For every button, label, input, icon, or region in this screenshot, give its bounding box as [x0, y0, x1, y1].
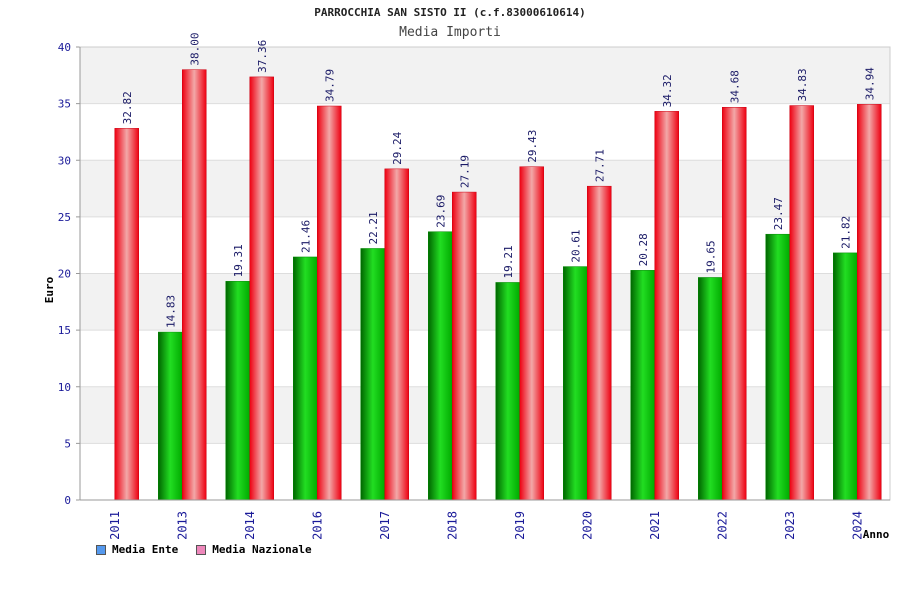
- x-tick-label: 2021: [648, 511, 662, 540]
- plot-band: [80, 273, 890, 331]
- y-tick-label: 30: [58, 154, 71, 167]
- data-label-media-nazionale: 27.19: [458, 155, 471, 188]
- data-label-media-ente: 19.65: [704, 240, 717, 273]
- data-label-media-ente: 19.31: [232, 244, 245, 277]
- bar-media-ente: [630, 270, 655, 501]
- data-label-media-ente: 23.69: [434, 195, 447, 228]
- y-axis-label: Euro: [43, 276, 56, 303]
- x-tick-label: 2020: [580, 511, 594, 540]
- bar-media-ente: [225, 281, 250, 501]
- bar-media-ente: [293, 256, 318, 501]
- bar-media-nazionale: [587, 185, 612, 501]
- gridlines: [80, 46, 890, 501]
- data-label-media-ente: 19.21: [502, 245, 515, 278]
- x-tick-label: 2022: [715, 511, 729, 540]
- bar-media-ente: [765, 233, 790, 501]
- chart-title: PARROCCHIA SAN SISTO II (c.f.83000610614…: [314, 6, 586, 19]
- bar-media-nazionale: [249, 76, 274, 501]
- data-label-media-nazionale: 32.82: [121, 91, 134, 124]
- bar-media-nazionale: [114, 128, 139, 501]
- y-tick-label: 0: [64, 494, 71, 507]
- bar-media-ente: [698, 277, 723, 501]
- bar-media-nazionale: [654, 111, 679, 501]
- data-label-media-ente: 21.82: [839, 216, 852, 249]
- data-label-media-ente: 20.28: [637, 233, 650, 266]
- plot-band: [80, 330, 890, 387]
- data-label-media-nazionale: 34.79: [323, 69, 336, 102]
- x-tick-label: 2017: [378, 511, 392, 540]
- plot-band: [80, 47, 890, 104]
- bar-media-ente: [563, 266, 588, 501]
- y-tick-label: 10: [58, 381, 71, 394]
- data-label-media-ente: 20.61: [569, 229, 582, 262]
- bars: [114, 69, 882, 501]
- plot-band: [80, 443, 890, 500]
- bar-media-nazionale: [789, 105, 814, 501]
- y-tick-label: 5: [64, 437, 71, 450]
- bar-media-nazionale: [182, 69, 207, 501]
- bar-media-nazionale: [452, 191, 477, 501]
- x-tick-label: 2016: [310, 511, 324, 540]
- plot-band: [80, 386, 890, 444]
- axes: 0 5 10 15 20 25 30 35 40 2011 2013 2014 2016 2017 2018…: [58, 41, 891, 540]
- y-tick-label: 15: [58, 324, 71, 337]
- x-axis-label: Anno: [863, 528, 890, 541]
- bar-media-ente: [428, 231, 453, 501]
- data-label-media-ente: 22.21: [367, 211, 380, 244]
- data-label-media-ente: 14.83: [164, 295, 177, 328]
- bar-media-nazionale: [384, 168, 409, 501]
- data-label-media-ente: 23.47: [772, 197, 785, 230]
- bar-media-nazionale: [857, 104, 882, 501]
- legend-item-nazionale: Media Nazionale: [196, 543, 312, 556]
- legend-label-ente: Media Ente: [112, 543, 179, 556]
- data-label-media-nazionale: 29.24: [391, 131, 404, 164]
- legend-item-ente: Media Ente: [96, 543, 178, 556]
- data-labels: 32.82 14.83 38.00 19.31 37.36 21.46 34.79 22.21…: [121, 33, 877, 329]
- y-tick-label: 40: [58, 41, 71, 54]
- bar-media-nazionale: [722, 106, 747, 501]
- bar-media-ente: [158, 331, 183, 501]
- plot-band: [80, 103, 890, 161]
- bar-media-ente: [360, 248, 385, 501]
- data-label-media-nazionale: 27.71: [593, 149, 606, 182]
- plot-band: [80, 216, 890, 274]
- data-label-media-ente: 21.46: [299, 220, 312, 253]
- legend: Media Ente Media Nazionale: [96, 543, 312, 556]
- data-label-media-nazionale: 38.00: [188, 33, 201, 66]
- bar-media-ente: [495, 282, 520, 501]
- x-tick-label: 2019: [513, 511, 527, 540]
- data-label-media-nazionale: 34.68: [728, 70, 741, 103]
- legend-label-nazionale: Media Nazionale: [212, 543, 312, 556]
- chart-subtitle: Media Importi: [399, 25, 501, 40]
- y-tick-label: 35: [58, 98, 71, 111]
- data-label-media-nazionale: 29.43: [526, 130, 539, 163]
- plot-band: [80, 160, 890, 217]
- y-tick-label: 20: [58, 268, 71, 281]
- bar-media-nazionale: [317, 105, 342, 501]
- x-tick-label: 2024: [850, 511, 864, 540]
- data-label-media-nazionale: 34.94: [863, 67, 876, 100]
- legend-swatch-nazionale: [196, 544, 207, 555]
- data-label-media-nazionale: 37.36: [256, 40, 269, 73]
- x-tick-label: 2023: [783, 511, 797, 540]
- data-label-media-nazionale: 34.83: [796, 68, 809, 101]
- data-label-media-nazionale: 34.32: [661, 74, 674, 107]
- x-tick-label: 2011: [108, 511, 122, 540]
- bar-media-nazionale: [519, 166, 544, 501]
- x-tick-label: 2014: [243, 511, 257, 540]
- bar-media-ente: [833, 252, 858, 501]
- legend-swatch-ente: [96, 544, 106, 555]
- x-tick-label: 2013: [175, 511, 189, 540]
- y-tick-label: 25: [58, 211, 71, 224]
- plot-background: [80, 47, 890, 500]
- x-tick-label: 2018: [445, 511, 459, 540]
